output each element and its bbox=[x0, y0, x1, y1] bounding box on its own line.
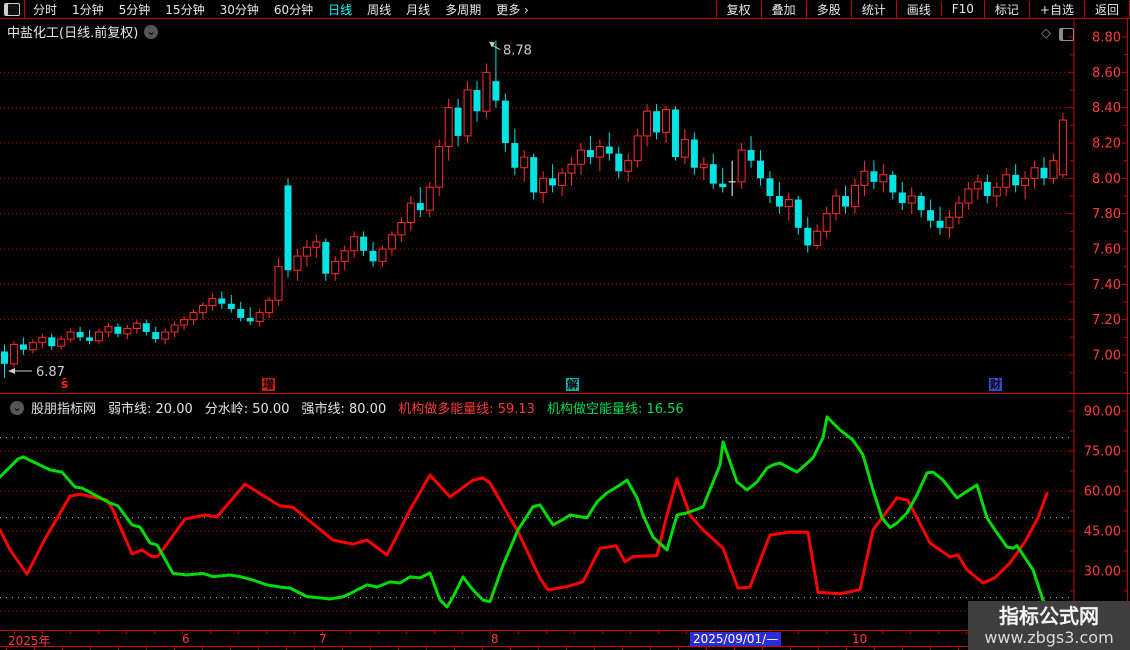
period-tab[interactable]: 5分钟 bbox=[118, 2, 151, 17]
watermark-title: 指标公式网 bbox=[999, 603, 1099, 628]
period-tab[interactable]: 分时 bbox=[33, 2, 58, 17]
price-axis-label: 8.40 bbox=[1092, 101, 1121, 116]
period-tab[interactable]: 月线 bbox=[406, 2, 431, 17]
time-axis-label: 8 bbox=[491, 632, 499, 646]
watermark: 指标公式网 www.zbgs3.com bbox=[968, 601, 1130, 650]
toolbar-action[interactable]: 复权 bbox=[715, 0, 761, 18]
diamond-icon[interactable]: ◇ bbox=[1041, 26, 1051, 41]
price-axis-label: 7.20 bbox=[1092, 313, 1121, 328]
period-tab[interactable]: 1分钟 bbox=[72, 2, 104, 17]
chevron-down-icon[interactable]: ⌄ bbox=[144, 24, 159, 39]
indicator-axis-label: 60.00 bbox=[1084, 484, 1121, 499]
watermark-url: www.zbgs3.com bbox=[984, 627, 1114, 647]
page-title: 中盐化工(日线.前复权) bbox=[7, 26, 139, 41]
time-axis-label: 10 bbox=[852, 632, 868, 646]
toolbar-action[interactable]: F10 bbox=[940, 2, 984, 16]
price-axis-label: 8.00 bbox=[1092, 172, 1121, 187]
chart-title-row: 中盐化工(日线.前复权) ⌄ bbox=[7, 22, 159, 41]
chevron-down-icon[interactable]: ⌄ bbox=[10, 400, 24, 415]
toolbar-action[interactable]: 标记 bbox=[983, 0, 1029, 18]
main-chart-canvas[interactable]: 8.80 8.60 8.40 8.20 8.00 7.80 7.60 7.40 7.20 7.00… bbox=[0, 18, 1130, 394]
price-axis-label: 8.80 bbox=[1092, 31, 1121, 46]
indicator-axis-label: 90.00 bbox=[1084, 404, 1121, 419]
price-axis-label: 7.00 bbox=[1092, 349, 1121, 364]
indicator-site-label: 股朋指标网 bbox=[31, 402, 97, 417]
time-axis[interactable]: 2025年 6 7 8 2025/09/01/— 10 bbox=[0, 630, 1130, 648]
high-annotation: 8.78 bbox=[503, 44, 532, 59]
indicator-axis-label: 75.00 bbox=[1084, 444, 1121, 459]
event-marker[interactable]: 解 bbox=[566, 378, 579, 391]
price-axis-label: 7.40 bbox=[1092, 278, 1121, 293]
period-tab[interactable]: 周线 bbox=[367, 2, 392, 17]
indicator-param: 机构做空能量线: 16.56 bbox=[546, 402, 684, 417]
mini-window-icon[interactable] bbox=[1059, 28, 1074, 41]
period-tab[interactable]: 多周期 bbox=[445, 2, 482, 17]
current-date-box: 2025/09/01/— bbox=[690, 632, 782, 646]
indicator-param: 强市线: 80.00 bbox=[301, 402, 387, 417]
low-annotation: 6.87 bbox=[36, 365, 65, 380]
toolbar-action[interactable]: +自选 bbox=[1028, 0, 1084, 18]
indicator-chart-canvas[interactable]: 90.00 75.00 60.00 45.00 30.00 bbox=[0, 394, 1130, 630]
indicator-param: 弱市线: 20.00 bbox=[108, 402, 193, 417]
period-tab[interactable]: 日线 bbox=[328, 2, 353, 17]
period-tab[interactable]: 30分钟 bbox=[219, 2, 259, 17]
price-axis-label: 7.60 bbox=[1092, 243, 1121, 258]
event-marker[interactable]: 增 bbox=[262, 378, 275, 391]
time-axis-label: 6 bbox=[182, 632, 190, 646]
event-marker[interactable]: ŝ bbox=[61, 377, 69, 391]
toolbar-action[interactable]: 多股 bbox=[805, 0, 851, 18]
period-tab[interactable]: 15分钟 bbox=[165, 2, 205, 17]
price-axis-label: 8.20 bbox=[1092, 137, 1121, 152]
period-tab[interactable]: 60分钟 bbox=[273, 2, 314, 17]
indicator-axis-label: 45.00 bbox=[1084, 524, 1121, 539]
event-marker[interactable]: 财 bbox=[989, 378, 1002, 391]
price-axis-label: 8.60 bbox=[1092, 66, 1121, 81]
period-tabs: 分时 1分钟 5分钟 15分钟 30分钟 60分钟 日线 周线 月线 多周期 更多 › bbox=[25, 1, 716, 18]
toolbar-action[interactable]: 统计 bbox=[850, 0, 896, 18]
period-tab[interactable]: 更多 › bbox=[496, 2, 529, 17]
indicator-line bbox=[0, 415, 1049, 609]
window-layout-icon[interactable] bbox=[0, 0, 25, 18]
indicator-param: 机构做多能量线: 59.13 bbox=[398, 402, 535, 417]
indicator-line bbox=[0, 473, 1049, 596]
price-axis-label: 7.80 bbox=[1092, 207, 1121, 222]
toolbar-action[interactable]: 叠加 bbox=[760, 0, 806, 18]
indicator-param: 分水岭: 50.00 bbox=[204, 402, 290, 417]
time-axis-label: 7 bbox=[319, 632, 327, 646]
toolbar-action[interactable]: 画线 bbox=[895, 0, 941, 18]
window-layout-icon-glyph bbox=[4, 2, 20, 16]
indicator-axis-label: 30.00 bbox=[1084, 564, 1121, 579]
toolbar: 分时 1分钟 5分钟 15分钟 30分钟 60分钟 日线 周线 月线 多周期 更多 › 复权 叠加 多股… bbox=[0, 0, 1130, 19]
toolbar-action[interactable]: 返回 bbox=[1083, 0, 1130, 18]
indicator-header: ⌄ 股朋指标网 弱市线: 20.00 分水岭: 50.00 强市线: 80.00 机构… bbox=[4, 398, 696, 417]
toolbar-actions: 复权 叠加 多股 统计 画线 F10 标记 +自选 返回 bbox=[715, 0, 1130, 18]
time-axis-label: 2025年 bbox=[8, 634, 51, 648]
